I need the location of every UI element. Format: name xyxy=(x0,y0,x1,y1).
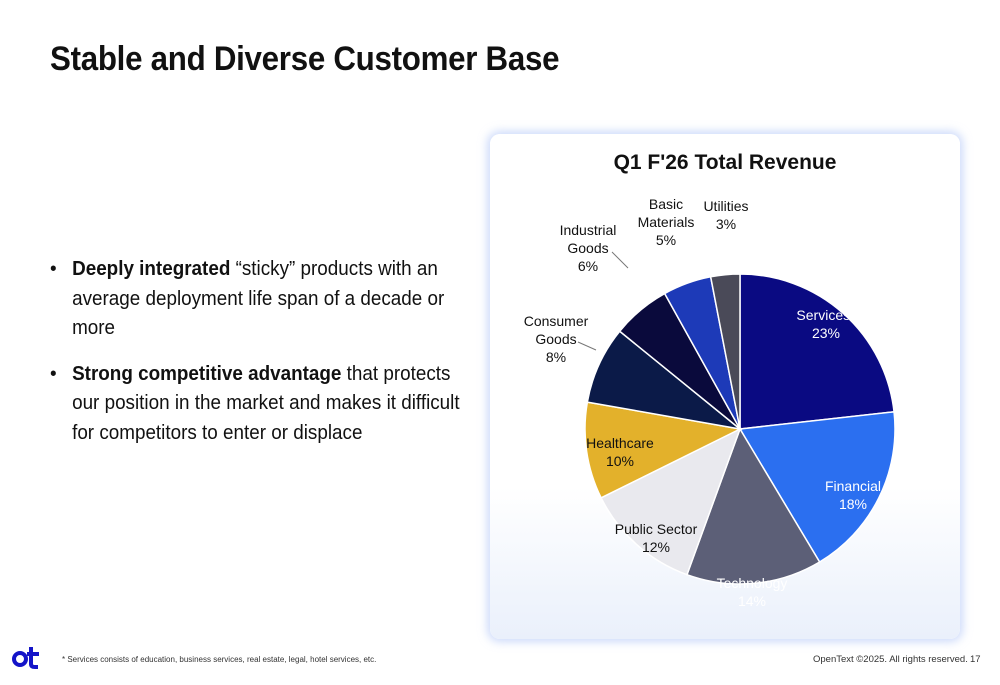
slice-label-consumer-goods: Consumer Goods 8% xyxy=(524,313,589,365)
slice-label-public-sector: Public Sector 12% xyxy=(615,521,698,555)
opentext-logo-icon xyxy=(12,647,39,669)
page-number: 17 xyxy=(970,654,981,665)
pie-slice-utilities xyxy=(709,273,741,430)
bullet-bold-text: Deeply integrated xyxy=(72,257,231,280)
pie-chart: Q1 F'26 Total Revenue Services* 23% Financi… xyxy=(524,151,896,609)
bullet-bold-text: Strong competitive advantage xyxy=(72,361,342,385)
slice-label-basic-materials: Basic Materials 5% xyxy=(638,196,695,248)
leader-line xyxy=(611,251,629,269)
slice-label-utilities: Utilities 3% xyxy=(703,198,748,232)
slice-label-healthcare: Healthcare 10% xyxy=(586,435,654,469)
footnote: * Services consists of education, busine… xyxy=(62,655,377,664)
pie-slice-services xyxy=(739,273,895,430)
pie-slice-healthcare xyxy=(584,401,743,499)
leader-line xyxy=(577,341,597,351)
bullet-text: that protects our position in the market… xyxy=(72,361,460,444)
bullet-list: • Deeply integrated “sticky” products wi… xyxy=(50,254,470,463)
slice-label-services: Services* 23% xyxy=(796,307,856,341)
bullet-dot: • xyxy=(50,257,57,280)
pie-slice-technology xyxy=(686,427,821,585)
chart-title: Q1 F'26 Total Revenue xyxy=(614,151,837,174)
bullet-dot: • xyxy=(50,361,57,385)
page-title: Stable and Diverse Customer Base xyxy=(50,40,560,78)
slice-label-technology: Technology 14% xyxy=(717,575,788,609)
pie-slice-public-sector xyxy=(600,427,742,576)
copyright: OpenText ©2025. All rights reserved. xyxy=(813,654,968,665)
slice-label-financial: Financial 18% xyxy=(825,478,881,512)
bullet-item: • Deeply integrated “sticky” products wi… xyxy=(50,254,477,343)
bullet-text: “sticky” products with an average deploy… xyxy=(72,257,445,339)
bullet-item: • Strong competitive advantage that prot… xyxy=(50,359,477,448)
pie-slice-financial xyxy=(738,410,896,564)
revenue-chart-card: Q1 F'26 Total Revenue Services* 23% Financi… xyxy=(490,134,960,639)
slice-label-industrial-goods: Industrial Goods 6% xyxy=(560,222,617,274)
